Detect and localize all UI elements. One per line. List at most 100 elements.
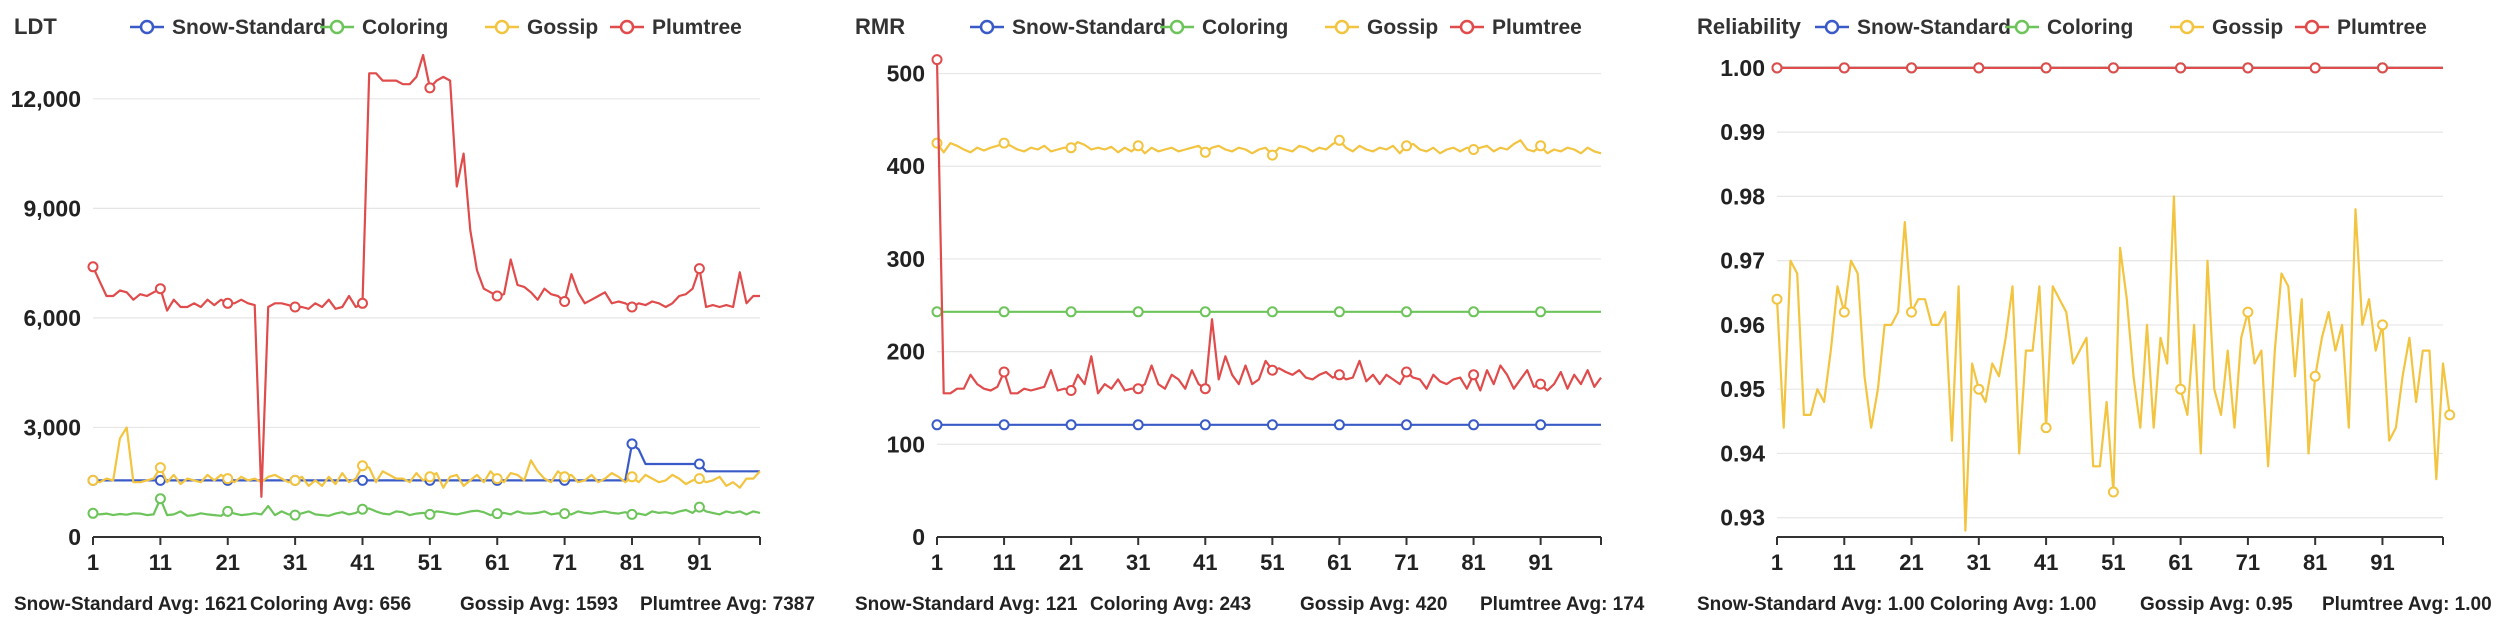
data-point[interactable] bbox=[2309, 370, 2321, 382]
legend-item-plumtree[interactable]: Plumtree bbox=[2295, 16, 2427, 39]
data-point[interactable] bbox=[87, 507, 99, 519]
data-point[interactable] bbox=[154, 474, 166, 486]
data-point[interactable] bbox=[1535, 378, 1547, 390]
legend-item-plumtree[interactable]: Plumtree bbox=[610, 16, 742, 39]
data-point[interactable] bbox=[1535, 140, 1547, 152]
data-point[interactable] bbox=[1199, 419, 1211, 431]
data-point[interactable] bbox=[693, 473, 705, 485]
legend-item-snow-standard[interactable]: Snow-Standard bbox=[970, 16, 1166, 39]
data-point[interactable] bbox=[1468, 419, 1480, 431]
data-point[interactable] bbox=[1333, 306, 1345, 318]
data-point[interactable] bbox=[154, 283, 166, 295]
data-point[interactable] bbox=[931, 419, 943, 431]
data-point[interactable] bbox=[87, 474, 99, 486]
data-point[interactable] bbox=[2444, 409, 2456, 421]
data-point[interactable] bbox=[998, 366, 1010, 378]
data-point[interactable] bbox=[1401, 306, 1412, 318]
legend-item-gossip[interactable]: Gossip bbox=[1325, 16, 1438, 39]
data-point[interactable] bbox=[2309, 62, 2321, 74]
data-point[interactable] bbox=[424, 471, 436, 483]
data-point[interactable] bbox=[289, 474, 301, 486]
data-point[interactable] bbox=[626, 438, 638, 450]
data-point[interactable] bbox=[1535, 419, 1547, 431]
legend-item-coloring[interactable]: Coloring bbox=[2005, 16, 2133, 39]
data-point[interactable] bbox=[1132, 306, 1144, 318]
data-point[interactable] bbox=[1401, 140, 1412, 152]
data-point[interactable] bbox=[222, 505, 234, 517]
data-point[interactable] bbox=[626, 508, 638, 520]
data-point[interactable] bbox=[1199, 383, 1211, 395]
data-point[interactable] bbox=[2377, 62, 2388, 74]
data-point[interactable] bbox=[1468, 369, 1480, 381]
data-point[interactable] bbox=[1333, 419, 1345, 431]
legend-item-snow-standard[interactable]: Snow-Standard bbox=[130, 16, 326, 39]
data-point[interactable] bbox=[931, 54, 943, 66]
data-point[interactable] bbox=[154, 493, 166, 505]
data-point[interactable] bbox=[931, 306, 943, 318]
data-point[interactable] bbox=[87, 261, 99, 273]
data-point[interactable] bbox=[1065, 142, 1077, 154]
data-point[interactable] bbox=[693, 458, 705, 470]
data-point[interactable] bbox=[998, 306, 1010, 318]
data-point[interactable] bbox=[998, 419, 1010, 431]
data-point[interactable] bbox=[1401, 366, 1412, 378]
data-point[interactable] bbox=[1906, 306, 1917, 318]
data-point[interactable] bbox=[931, 137, 943, 149]
legend-item-coloring[interactable]: Coloring bbox=[320, 16, 448, 39]
legend-item-plumtree[interactable]: Plumtree bbox=[1450, 16, 1582, 39]
data-point[interactable] bbox=[1266, 364, 1278, 376]
data-point[interactable] bbox=[2242, 306, 2254, 318]
data-point[interactable] bbox=[1132, 383, 1144, 395]
data-point[interactable] bbox=[424, 82, 436, 94]
data-point[interactable] bbox=[1468, 144, 1480, 155]
data-point[interactable] bbox=[222, 297, 234, 309]
data-point[interactable] bbox=[1065, 419, 1077, 431]
data-point[interactable] bbox=[1468, 306, 1480, 318]
data-point[interactable] bbox=[2242, 62, 2254, 74]
data-point[interactable] bbox=[1401, 419, 1412, 431]
data-point[interactable] bbox=[1906, 62, 1917, 74]
data-point[interactable] bbox=[693, 263, 705, 275]
data-point[interactable] bbox=[1333, 369, 1345, 381]
data-point[interactable] bbox=[357, 297, 368, 309]
data-point[interactable] bbox=[357, 460, 368, 472]
data-point[interactable] bbox=[2107, 62, 2119, 74]
data-point[interactable] bbox=[1132, 419, 1144, 431]
data-point[interactable] bbox=[559, 508, 571, 520]
data-point[interactable] bbox=[222, 473, 234, 485]
data-point[interactable] bbox=[1266, 419, 1278, 431]
data-point[interactable] bbox=[2377, 319, 2388, 331]
data-point[interactable] bbox=[1838, 62, 1850, 74]
legend-item-coloring[interactable]: Coloring bbox=[1160, 16, 1288, 39]
data-point[interactable] bbox=[154, 462, 166, 474]
data-point[interactable] bbox=[1838, 306, 1850, 318]
data-point[interactable] bbox=[491, 473, 503, 485]
data-point[interactable] bbox=[559, 296, 571, 307]
data-point[interactable] bbox=[693, 501, 705, 513]
data-point[interactable] bbox=[2040, 62, 2052, 74]
data-point[interactable] bbox=[2175, 62, 2187, 74]
data-point[interactable] bbox=[491, 508, 503, 520]
data-point[interactable] bbox=[357, 474, 368, 486]
data-point[interactable] bbox=[1535, 306, 1547, 318]
legend-item-gossip[interactable]: Gossip bbox=[485, 16, 598, 39]
data-point[interactable] bbox=[424, 508, 436, 520]
legend-item-gossip[interactable]: Gossip bbox=[2170, 16, 2283, 39]
data-point[interactable] bbox=[998, 137, 1010, 149]
legend-item-snow-standard[interactable]: Snow-Standard bbox=[1815, 16, 2011, 39]
data-point[interactable] bbox=[2040, 422, 2052, 434]
data-point[interactable] bbox=[2107, 486, 2119, 498]
data-point[interactable] bbox=[1973, 62, 1985, 74]
data-point[interactable] bbox=[626, 471, 638, 483]
data-point[interactable] bbox=[1132, 140, 1144, 152]
data-point[interactable] bbox=[1333, 134, 1345, 146]
data-point[interactable] bbox=[1065, 306, 1077, 318]
data-point[interactable] bbox=[1266, 306, 1278, 318]
data-point[interactable] bbox=[1199, 146, 1211, 158]
data-point[interactable] bbox=[626, 301, 638, 313]
data-point[interactable] bbox=[2175, 383, 2187, 395]
data-point[interactable] bbox=[1771, 62, 1783, 74]
data-point[interactable] bbox=[1065, 385, 1077, 396]
data-point[interactable] bbox=[1973, 383, 1985, 395]
data-point[interactable] bbox=[1199, 306, 1211, 318]
